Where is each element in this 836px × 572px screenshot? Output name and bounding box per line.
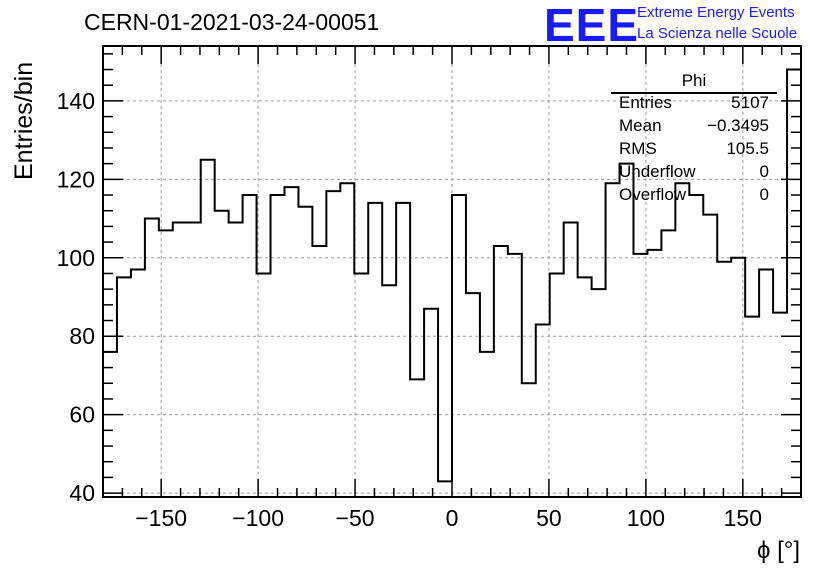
stats-label: Entries [619, 93, 672, 112]
stats-label: Underflow [619, 162, 696, 181]
stats-row-underflow: Underflow 0 [619, 162, 769, 184]
stats-value: −0.3495 [707, 116, 769, 135]
stats-row-rms: RMS 105.5 [619, 139, 769, 161]
stats-value: 105.5 [726, 139, 769, 158]
x-tick-label: 100 [627, 505, 665, 531]
x-tick-label: −100 [232, 505, 284, 531]
y-tick-labels: 40 60 80 100 120 140 [57, 88, 95, 506]
y-tick-label: 100 [57, 245, 95, 271]
y-tick-label: 60 [69, 402, 95, 428]
stats-value: 5107 [731, 93, 769, 112]
y-tick-label: 120 [57, 166, 95, 192]
stats-label: Overflow [619, 185, 687, 204]
stats-value: 0 [759, 162, 769, 181]
y-axis-label: Entries/bin [10, 62, 38, 180]
chart-title: CERN-01-2021-03-24-00051 [84, 9, 380, 35]
x-tick-labels: −150 −100 −50 0 50 100 150 [135, 505, 762, 531]
histogram-line [103, 68, 801, 483]
stats-divider [611, 92, 777, 94]
x-tick-label: 150 [724, 505, 762, 531]
logo-line-1: Extreme Energy Events [637, 4, 795, 21]
eee-logo: EEE [544, 0, 640, 51]
y-tick-label: 80 [69, 323, 95, 349]
x-tick-label: −150 [135, 505, 187, 531]
x-tick-label: 50 [536, 505, 562, 531]
axis-ticks [102, 46, 802, 497]
stats-label: Mean [619, 116, 662, 135]
stats-title: Phi [681, 71, 707, 90]
x-axis-label: ϕ [°] [757, 537, 800, 564]
stats-row-mean: Mean −0.3495 [619, 116, 769, 138]
stats-value: 0 [759, 185, 769, 204]
y-tick-label: 140 [57, 88, 95, 114]
x-tick-label: −50 [336, 505, 375, 531]
y-tick-label: 40 [69, 480, 95, 506]
stats-row-entries: Entries 5107 [619, 93, 769, 115]
logo-line-2: La Scienza nelle Scuole [637, 25, 798, 42]
stats-label: RMS [619, 139, 657, 158]
stats-row-overflow: Overflow 0 [619, 185, 769, 207]
x-tick-label: 0 [446, 505, 459, 531]
